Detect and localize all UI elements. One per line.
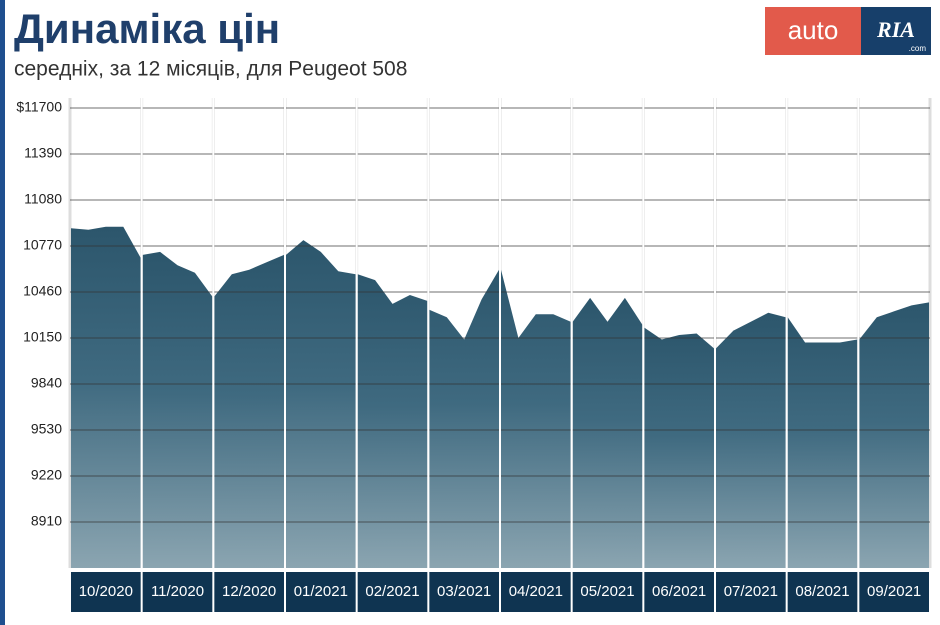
chart-subtitle: середніх, за 12 місяців, для Peugeot 508 <box>14 58 407 81</box>
y-tick-label: 9530 <box>31 421 62 437</box>
x-label-box <box>859 572 929 612</box>
x-label-box <box>501 572 571 612</box>
x-tick-label: 01/2021 <box>294 583 348 600</box>
x-label-box <box>142 572 213 612</box>
area <box>787 317 858 568</box>
y-tick-label: 10770 <box>23 237 62 253</box>
x-tick-label: 02/2021 <box>365 583 419 600</box>
logo-text: RIA <box>876 17 915 42</box>
x-tick-label: 07/2021 <box>724 583 778 600</box>
x-tick-label: 11/2020 <box>151 583 204 600</box>
logo-box <box>861 7 931 55</box>
area <box>286 240 356 568</box>
logo-text: auto <box>788 15 839 45</box>
x-tick-label: 04/2021 <box>509 583 563 600</box>
x-tick-label: 06/2021 <box>652 583 706 600</box>
x-label-box <box>429 572 499 612</box>
area <box>142 251 213 568</box>
x-label-box <box>787 572 858 612</box>
x-tick-label: 10/2020 <box>79 583 133 600</box>
area <box>644 327 714 568</box>
x-label-box <box>572 572 643 612</box>
area <box>859 302 929 568</box>
x-label-box <box>357 572 428 612</box>
x-tick-label: 05/2021 <box>580 583 634 600</box>
x-tick-label: 08/2021 <box>795 583 849 600</box>
x-label-box <box>286 572 356 612</box>
x-tick-label: 03/2021 <box>437 583 491 600</box>
y-tick-label: 11390 <box>24 145 62 161</box>
x-label-box <box>644 572 714 612</box>
x-tick-label: 09/2021 <box>867 583 921 600</box>
left-border <box>0 0 5 625</box>
y-tick-label: 11080 <box>24 191 62 207</box>
area <box>572 297 643 568</box>
x-label-box <box>71 572 141 612</box>
x-tick-label: 12/2020 <box>222 583 276 600</box>
x-label-box <box>716 572 786 612</box>
y-tick-label: 8910 <box>31 513 62 529</box>
y-tick-label: 10460 <box>23 283 62 299</box>
area <box>214 254 284 568</box>
area <box>716 312 786 568</box>
y-tick-label: $11700 <box>16 99 62 115</box>
area <box>71 226 141 568</box>
area <box>501 269 571 568</box>
logo-suffix: .com <box>909 44 927 53</box>
y-tick-label: 10150 <box>23 329 62 345</box>
area <box>429 269 499 568</box>
area <box>357 274 428 568</box>
x-label-box <box>214 572 284 612</box>
chart-title: Динаміка цін <box>14 5 280 52</box>
logo-box <box>765 7 861 55</box>
y-tick-label: 9220 <box>31 467 62 483</box>
y-tick-label: 9840 <box>31 375 62 391</box>
